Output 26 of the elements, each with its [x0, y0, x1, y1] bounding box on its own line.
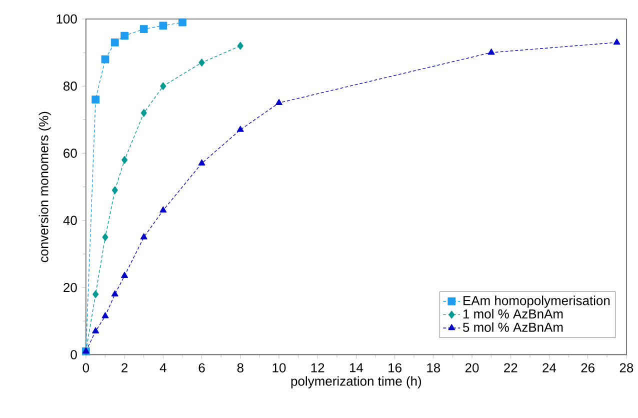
y-tick-label: 60 [64, 148, 77, 158]
legend-label: EAm homopolymerisation [464, 296, 610, 308]
y-axis-title: conversion monomers (%) [38, 112, 51, 262]
x-tick-label: 10 [272, 363, 286, 373]
x-tick-label: 0 [82, 363, 90, 373]
legend-label: 1 mol % AzBnAm [463, 309, 563, 319]
y-tick-label: 0 [70, 350, 77, 360]
x-tick-label: 16 [388, 363, 402, 373]
x-tick-label: 22 [504, 363, 518, 372]
x-tick-label: 28 [620, 363, 634, 373]
x-tick-label: 26 [581, 363, 594, 373]
y-tick-label: 100 [56, 14, 77, 24]
x-tick-label: 8 [237, 363, 244, 373]
y-tick-label: 20 [64, 283, 77, 292]
x-tick-label: 4 [160, 363, 166, 372]
x-axis-title: polymerization time (h) [291, 376, 422, 389]
x-tick-label: 20 [465, 363, 479, 373]
x-tick-label: 6 [198, 363, 205, 373]
x-tick-label: 14 [350, 363, 364, 372]
x-tick-label: 24 [542, 363, 556, 372]
x-tick-label: 12 [311, 363, 324, 372]
y-tick-label: 40 [63, 216, 77, 226]
legend-label: 5 mol % AzBnAm [462, 322, 563, 332]
y-tick-label: 80 [64, 82, 77, 91]
x-tick-label: 18 [427, 363, 440, 373]
x-tick-label: 2 [122, 363, 128, 372]
